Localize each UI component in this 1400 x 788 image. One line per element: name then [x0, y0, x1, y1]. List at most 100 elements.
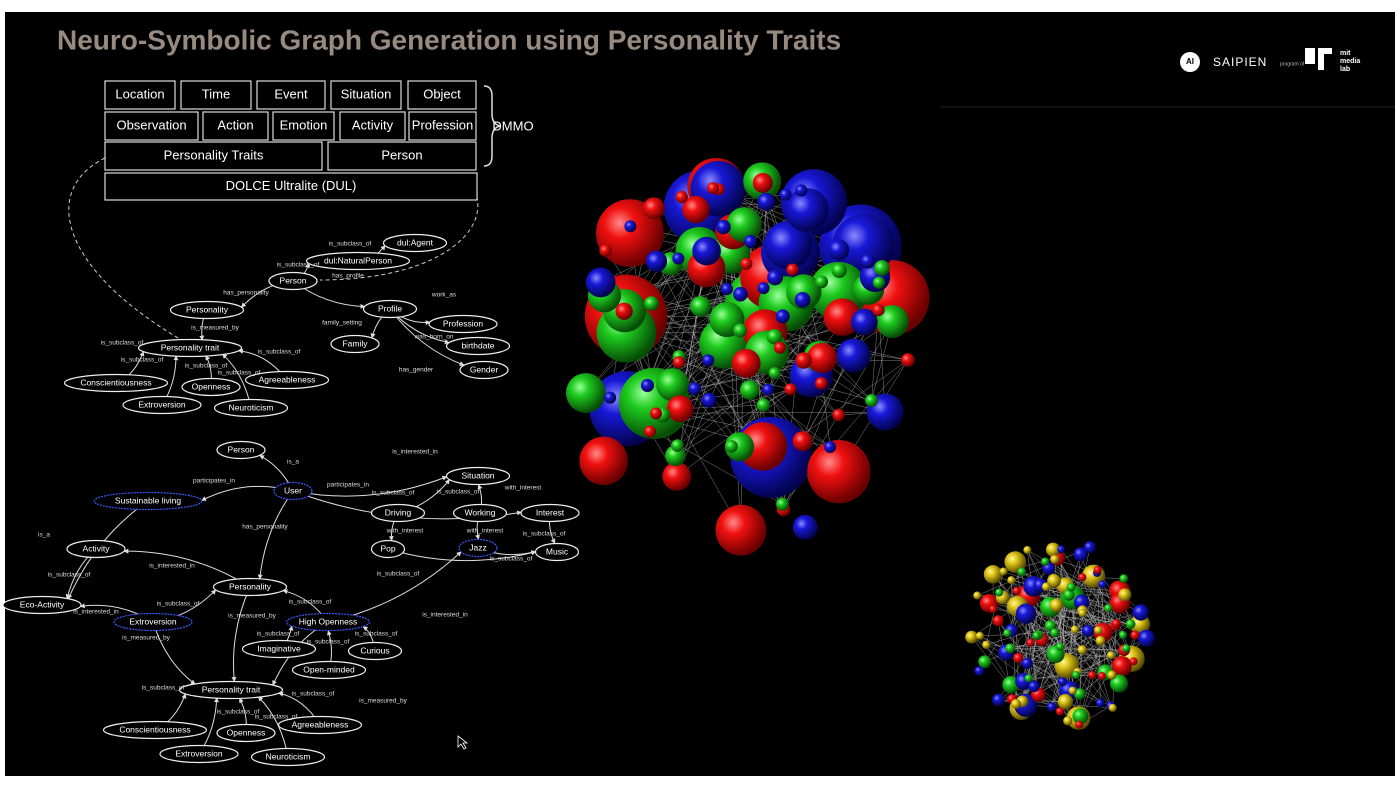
graph-sphere [666, 395, 694, 423]
graph-node [159, 744, 239, 764]
graph-sphere [1074, 688, 1086, 700]
ontology-box [327, 141, 477, 171]
edge-label: is_subclass_of [142, 685, 185, 692]
dmmo-label: DMMO [492, 118, 533, 133]
edge-label: with_interest [466, 528, 504, 535]
graph-node [458, 538, 498, 558]
graph-sphere [724, 432, 755, 462]
ontology-label: Location [115, 86, 164, 101]
node-label: Extroversion [175, 748, 223, 758]
graph-sphere [999, 567, 1008, 576]
graph-sphere [733, 286, 748, 302]
graph-sphere [1073, 547, 1088, 562]
graph-sphere [1024, 674, 1033, 683]
ai-logo-text: AI [1186, 57, 1194, 66]
graph-sphere [1050, 628, 1060, 638]
mouse-cursor [457, 735, 469, 750]
graph-sphere [1130, 630, 1140, 640]
graph-sphere [775, 309, 790, 324]
graph-sphere [579, 436, 628, 486]
graph-sphere [725, 439, 738, 453]
node-label: Person [228, 444, 255, 454]
graph-node [534, 542, 580, 562]
graph-sphere [1118, 588, 1132, 602]
graph-sphere [1070, 625, 1079, 634]
ontology-box [104, 172, 478, 201]
graph-node [452, 503, 508, 523]
graph-sphere [1122, 644, 1131, 653]
graph-edge [675, 388, 791, 456]
node-label: Gender [470, 364, 499, 374]
graph-node [382, 233, 448, 253]
graph-sphere [726, 207, 762, 243]
node-label: Conscientiousness [119, 724, 190, 734]
ontology-box [180, 80, 252, 110]
graph-sphere [1094, 626, 1103, 635]
ontology-label: Object [423, 86, 461, 101]
graph-edge [1056, 605, 1116, 627]
graph-sphere [1107, 651, 1116, 660]
node-label: Neuroticism [266, 751, 311, 761]
graph-node [445, 466, 511, 486]
graph-sphere [640, 378, 655, 393]
edge-label: has_personality [242, 524, 288, 531]
graph-node [137, 338, 243, 358]
graph-sphere [1072, 708, 1089, 725]
graph-node [66, 539, 126, 559]
graph-sphere [1057, 677, 1067, 687]
graph-node [213, 398, 289, 418]
mit-logo-mark [1305, 48, 1332, 70]
graph-sphere [767, 269, 783, 286]
graph-node [178, 680, 284, 700]
edge-label: is_subclass_of [255, 714, 298, 721]
graph-sphere [974, 666, 985, 676]
graph-sphere [1007, 576, 1016, 585]
graph-edge [1027, 595, 1080, 695]
edge-label: is_subclass_of [289, 599, 332, 606]
graph-edge [1010, 648, 1125, 651]
edge-label: participates_in [327, 482, 369, 489]
node-label: Driving [385, 507, 412, 517]
graph-sphere [1047, 573, 1061, 588]
3d-graph-visualization [565, 157, 1155, 730]
graph-sphere [1028, 680, 1040, 693]
ontology-label: Situation [341, 86, 392, 101]
graph-sphere [1032, 631, 1041, 640]
edge-label: is_subclass_of [277, 262, 320, 269]
graph-sphere [992, 693, 1005, 707]
graph-sphere [1003, 629, 1012, 638]
node-label: Neuroticism [229, 402, 274, 412]
node-label: Curious [360, 645, 389, 655]
graph-sphere [1055, 642, 1064, 651]
graph-sphere [739, 380, 760, 400]
edge-label: is_subclass_of [372, 490, 415, 497]
graph-node [93, 491, 203, 511]
node-label: Imaginative [257, 643, 301, 653]
node-label: Agreeableness [292, 719, 349, 729]
graph-sphere [1110, 674, 1129, 693]
node-label: Activity [83, 543, 111, 553]
graph-sphere [1050, 554, 1060, 564]
graph-sphere [1111, 619, 1121, 629]
node-label: Pop [380, 543, 395, 553]
edge-label: work_as [431, 292, 457, 299]
graph-sphere [1013, 652, 1024, 664]
graph-sphere [806, 342, 838, 374]
graph-sphere [682, 195, 710, 224]
ontology-label: DOLCE Ultralite (DUL) [226, 178, 357, 193]
graph-sphere [1049, 598, 1064, 613]
graph-edge [680, 404, 764, 409]
node-label: Jazz [469, 542, 486, 552]
node-label: User [284, 485, 302, 495]
graph-sphere [690, 296, 712, 317]
graph-node [169, 300, 245, 320]
graph-sphere [764, 220, 813, 270]
edge-label: is_interested_in [422, 612, 468, 619]
edge-label: is_subclass_of [185, 363, 228, 370]
graph-sphere [644, 296, 659, 311]
graph-sphere [1057, 545, 1066, 554]
graph-sphere [672, 356, 685, 369]
dmmo-brace [483, 85, 501, 167]
node-label: Agreeableness [259, 374, 316, 384]
